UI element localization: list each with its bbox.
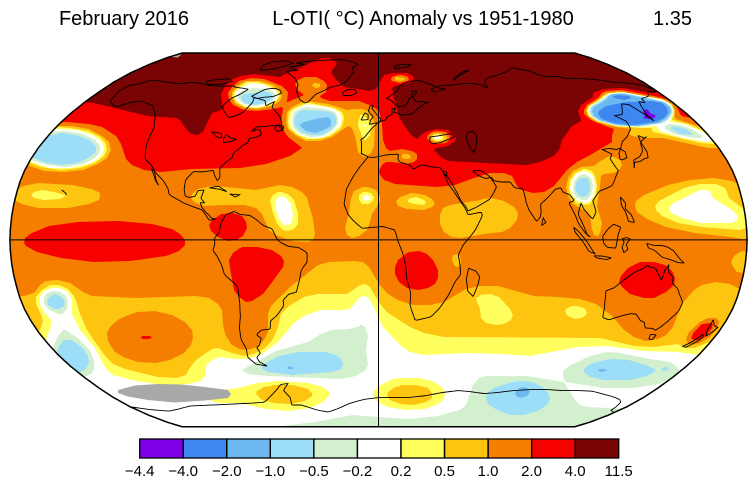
- svg-text:−0.2: −0.2: [343, 463, 373, 480]
- svg-text:1.0: 1.0: [478, 463, 499, 480]
- svg-text:2.0: 2.0: [521, 463, 542, 480]
- svg-text:−1.0: −1.0: [255, 463, 285, 480]
- svg-text:−4.4: −4.4: [125, 463, 155, 480]
- svg-text:0.2: 0.2: [391, 463, 412, 480]
- svg-text:February 2016: February 2016: [59, 8, 189, 30]
- svg-text:−0.5: −0.5: [299, 463, 329, 480]
- svg-text:0.5: 0.5: [434, 463, 455, 480]
- svg-text:−2.0: −2.0: [212, 463, 242, 480]
- svg-text:4.0: 4.0: [565, 463, 586, 480]
- svg-text:L-OTI( °C) Anomaly vs 1951-198: L-OTI( °C) Anomaly vs 1951-1980: [272, 8, 573, 30]
- svg-text:−4.0: −4.0: [168, 463, 198, 480]
- svg-text:1.35: 1.35: [653, 8, 692, 30]
- svg-text:11.5: 11.5: [605, 463, 633, 480]
